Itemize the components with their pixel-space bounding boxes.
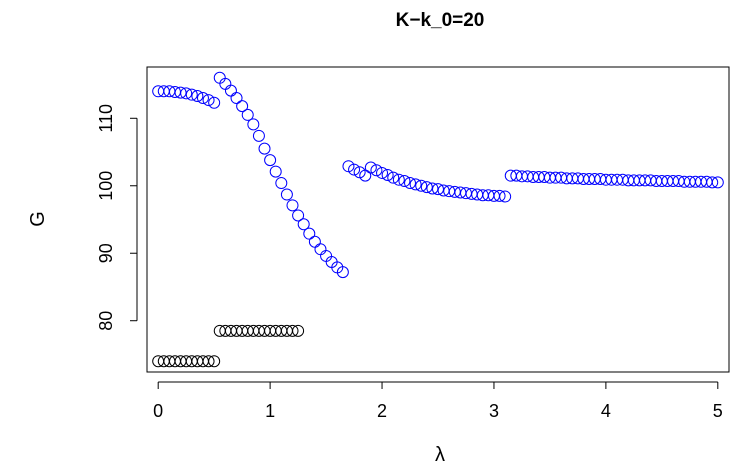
data-point bbox=[286, 324, 299, 337]
data-point bbox=[409, 178, 422, 191]
data-point bbox=[706, 176, 719, 189]
data-point bbox=[303, 227, 316, 240]
data-point bbox=[359, 169, 372, 182]
data-point bbox=[247, 118, 260, 131]
data-point bbox=[264, 154, 277, 167]
data-point bbox=[230, 92, 243, 105]
data-point bbox=[252, 129, 265, 142]
x-tick-label: 5 bbox=[713, 401, 723, 421]
data-point bbox=[224, 84, 237, 97]
plot-frame bbox=[146, 66, 730, 373]
chart-title: K−k_0=20 bbox=[396, 10, 485, 31]
data-point bbox=[202, 355, 215, 368]
data-point bbox=[286, 199, 299, 212]
data-point bbox=[376, 166, 389, 179]
data-point bbox=[280, 188, 293, 201]
y-tick-label: 110 bbox=[96, 104, 116, 133]
data-point bbox=[208, 96, 221, 109]
y-axis: 80 90 100 110 bbox=[96, 104, 138, 331]
data-point bbox=[364, 161, 377, 174]
x-tick-label: 1 bbox=[265, 401, 275, 421]
data-point bbox=[297, 218, 310, 231]
data-point bbox=[292, 324, 305, 337]
data-point bbox=[404, 177, 417, 190]
data-point bbox=[174, 86, 187, 99]
x-axis: 0 1 2 3 4 5 bbox=[153, 381, 723, 421]
x-tick-label: 2 bbox=[377, 401, 387, 421]
data-point bbox=[415, 179, 428, 192]
data-point bbox=[213, 71, 226, 84]
data-point bbox=[269, 165, 282, 178]
data-point bbox=[387, 171, 400, 184]
x-tick-label: 4 bbox=[601, 401, 611, 421]
data-point bbox=[236, 100, 249, 113]
x-tick-label: 3 bbox=[489, 401, 499, 421]
data-point bbox=[180, 87, 193, 100]
data-point bbox=[381, 168, 394, 181]
data-point bbox=[241, 108, 254, 121]
data-point bbox=[320, 249, 333, 262]
data-point bbox=[336, 266, 349, 279]
x-axis-title: λ bbox=[435, 444, 445, 466]
data-point bbox=[370, 164, 383, 177]
data-point bbox=[499, 190, 512, 203]
data-point bbox=[275, 177, 288, 190]
x-tick-label: 0 bbox=[153, 401, 163, 421]
data-point bbox=[308, 235, 321, 248]
data-point bbox=[392, 173, 405, 186]
data-points bbox=[152, 71, 724, 368]
data-point bbox=[219, 77, 232, 90]
data-point bbox=[208, 355, 221, 368]
data-point bbox=[314, 243, 327, 256]
data-point bbox=[185, 88, 198, 101]
data-point bbox=[426, 182, 439, 195]
data-point bbox=[292, 209, 305, 222]
y-axis-title: G bbox=[27, 211, 49, 227]
data-point bbox=[348, 163, 361, 176]
data-point bbox=[420, 181, 433, 194]
y-tick-label: 80 bbox=[96, 311, 116, 331]
data-point bbox=[398, 175, 411, 188]
data-point bbox=[202, 94, 215, 107]
data-point bbox=[493, 189, 506, 202]
data-point bbox=[258, 142, 271, 155]
data-point bbox=[191, 90, 204, 103]
data-point bbox=[432, 183, 444, 196]
y-tick-label: 100 bbox=[96, 171, 116, 201]
data-point bbox=[196, 92, 209, 105]
data-point bbox=[711, 176, 724, 189]
y-tick-label: 90 bbox=[96, 243, 116, 263]
